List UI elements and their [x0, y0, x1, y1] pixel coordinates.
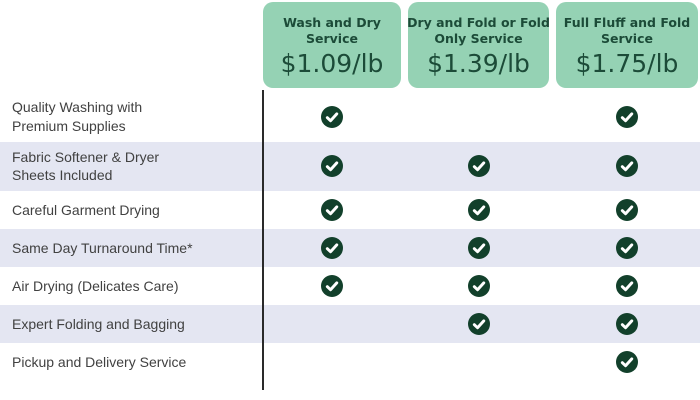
plan-price: $1.09/lb: [280, 48, 384, 78]
check-circle-icon: [321, 199, 343, 221]
feature-label: Expert Folding and Bagging: [12, 315, 185, 332]
feature-row: Same Day Turnaround Time*: [0, 229, 700, 267]
feature-row: Air Drying (Delicates Care): [0, 267, 700, 305]
plan-title-line: Wash and Dry: [283, 14, 381, 30]
feature-label: Pickup and Delivery Service: [12, 353, 187, 370]
column-divider-line: [262, 90, 264, 390]
check-cell: [263, 92, 401, 142]
check-circle-icon: [616, 237, 638, 259]
feature-row: Fabric Softener & Dryer Sheets Included: [0, 141, 700, 192]
check-cell: [556, 305, 698, 343]
feature-label: Careful Garment Drying: [12, 201, 160, 218]
empty-cell: [263, 305, 401, 343]
plan-card-wash-and-dry: Wash and Dry Service $1.09/lb: [263, 2, 401, 88]
empty-cell: [408, 92, 549, 142]
check-circle-icon: [616, 155, 638, 178]
plan-card-dry-and-fold: Dry and Fold or Fold Only Service $1.39/…: [407, 2, 550, 88]
check-cell: [556, 92, 698, 142]
check-cell: [263, 191, 401, 229]
plan-title-line: Service: [601, 30, 653, 46]
feature-row: Pickup and Delivery Service: [0, 343, 700, 381]
feature-row: Quality Washing with Premium Supplies: [0, 92, 700, 142]
check-cell: [408, 305, 549, 343]
check-cell: [408, 191, 549, 229]
check-circle-icon: [321, 105, 343, 128]
plan-price: $1.39/lb: [427, 48, 530, 78]
check-cell: [556, 343, 698, 381]
check-cell: [263, 229, 401, 267]
check-circle-icon: [616, 313, 638, 335]
check-circle-icon: [321, 275, 343, 297]
check-cell: [556, 191, 698, 229]
feature-label: Same Day Turnaround Time*: [12, 239, 193, 256]
check-cell: [408, 142, 549, 192]
check-cell: [556, 267, 698, 305]
check-circle-icon: [467, 313, 490, 335]
check-circle-icon: [321, 237, 343, 259]
check-circle-icon: [616, 275, 638, 297]
plan-card-full-fluff-and-fold: Full Fluff and Fold Service $1.75/lb: [556, 2, 698, 88]
check-cell: [263, 267, 401, 305]
plan-title: Full Fluff and Fold Service: [564, 15, 690, 47]
feature-label: Air Drying (Delicates Care): [12, 277, 179, 294]
feature-rows: Quality Washing with Premium Supplies Fabr…: [0, 92, 700, 381]
plan-title-line: Dry and Fold or Fold: [407, 14, 550, 30]
check-circle-icon: [467, 237, 490, 259]
check-cell: [556, 229, 698, 267]
check-cell: [263, 142, 401, 192]
feature-row: Expert Folding and Bagging: [0, 305, 700, 343]
check-circle-icon: [616, 199, 638, 221]
feature-label: Fabric Softener & Dryer Sheets Included: [12, 148, 160, 184]
check-cell: [556, 142, 698, 192]
empty-cell: [408, 343, 549, 381]
plan-title-line: Only Service: [434, 30, 523, 46]
plan-title: Dry and Fold or Fold Only Service: [407, 15, 550, 47]
check-cell: [408, 267, 549, 305]
check-circle-icon: [467, 199, 490, 221]
check-circle-icon: [616, 105, 638, 128]
plan-price: $1.75/lb: [575, 48, 679, 78]
feature-label: Quality Washing with Premium Supplies: [12, 99, 143, 134]
plan-title-line: Service: [306, 30, 358, 46]
check-circle-icon: [616, 351, 638, 373]
check-circle-icon: [467, 155, 490, 178]
check-cell: [408, 229, 549, 267]
plan-title: Wash and Dry Service: [283, 15, 381, 47]
feature-row: Careful Garment Drying: [0, 191, 700, 229]
plan-title-line: Full Fluff and Fold: [563, 14, 691, 30]
empty-cell: [263, 343, 401, 381]
check-circle-icon: [467, 275, 490, 297]
check-circle-icon: [321, 155, 343, 178]
